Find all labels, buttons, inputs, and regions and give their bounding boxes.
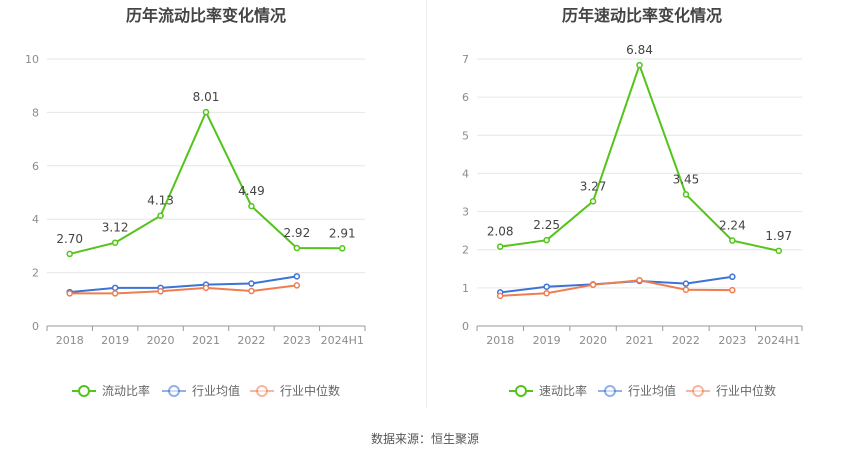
data-label: 4.49 bbox=[238, 184, 265, 198]
data-point bbox=[543, 289, 550, 297]
data-label: 2.25 bbox=[533, 218, 560, 232]
legend-label: 行业中位数 bbox=[716, 383, 776, 398]
data-source-note: 数据来源：恒生聚源 bbox=[370, 432, 479, 446]
data-point bbox=[636, 61, 643, 69]
series-line bbox=[69, 284, 297, 295]
data-point bbox=[636, 276, 643, 284]
data-point bbox=[339, 245, 346, 252]
x-tick-label: 2022 bbox=[672, 334, 700, 347]
data-point bbox=[293, 244, 301, 252]
x-tick-label: 2019 bbox=[533, 334, 561, 347]
data-point bbox=[682, 286, 690, 294]
y-tick-label: 0 bbox=[462, 320, 469, 333]
series-line bbox=[69, 275, 298, 294]
data-label: 6.84 bbox=[626, 43, 653, 57]
y-tick-label: 10 bbox=[25, 53, 39, 66]
data-label: 2.92 bbox=[283, 226, 310, 240]
legend-label: 行业均值 bbox=[192, 383, 240, 398]
data-point bbox=[66, 250, 73, 258]
data-point bbox=[111, 239, 119, 246]
legend-label: 流动比率 bbox=[102, 383, 150, 398]
legend-label: 速动比率 bbox=[539, 383, 587, 398]
data-point bbox=[202, 284, 210, 292]
data-point bbox=[543, 236, 550, 244]
y-tick-label: 3 bbox=[462, 206, 469, 219]
data-label: 2.08 bbox=[487, 225, 514, 239]
data-label: 3.12 bbox=[102, 221, 129, 235]
data-point bbox=[111, 290, 119, 297]
data-point bbox=[202, 108, 210, 116]
data-point bbox=[729, 273, 736, 281]
series-line bbox=[500, 279, 733, 297]
x-tick-label: 2018 bbox=[56, 334, 84, 347]
data-point bbox=[248, 202, 255, 210]
data-point bbox=[729, 237, 736, 244]
data-point bbox=[248, 280, 255, 287]
legend-label: 行业中位数 bbox=[280, 383, 340, 398]
data-label: 2.91 bbox=[329, 226, 356, 240]
x-tick-label: 2023 bbox=[718, 334, 746, 347]
x-tick-label: 2021 bbox=[626, 334, 654, 347]
y-tick-label: 7 bbox=[462, 53, 469, 66]
x-tick-label: 2020 bbox=[147, 334, 175, 347]
y-tick-label: 4 bbox=[462, 167, 469, 180]
legend-marker-symbol bbox=[78, 385, 90, 397]
x-tick-label: 2019 bbox=[101, 334, 129, 347]
data-label: 3.45 bbox=[673, 172, 700, 186]
legend-label: 行业均值 bbox=[628, 383, 676, 398]
x-tick-label: 2024H1 bbox=[321, 334, 364, 347]
data-point bbox=[496, 243, 504, 250]
data-point bbox=[293, 273, 301, 280]
data-label: 2.24 bbox=[719, 219, 746, 233]
data-point bbox=[66, 290, 73, 297]
data-label: 1.97 bbox=[765, 229, 792, 243]
data-point bbox=[589, 281, 597, 289]
y-tick-label: 8 bbox=[32, 106, 39, 119]
legend-marker-symbol bbox=[692, 385, 704, 397]
data-label: 4.13 bbox=[147, 194, 174, 208]
x-tick-label: 2022 bbox=[237, 334, 265, 347]
y-tick-label: 5 bbox=[462, 129, 469, 142]
data-point bbox=[682, 280, 690, 287]
legend-marker-symbol bbox=[604, 385, 616, 397]
chart-title-quick-ratio: 历年速动比率变化情况 bbox=[561, 6, 722, 25]
x-tick-label: 2024H1 bbox=[757, 334, 800, 347]
data-point bbox=[543, 283, 550, 290]
panel-divider bbox=[426, 0, 427, 408]
x-tick-label: 2023 bbox=[283, 334, 311, 347]
data-point bbox=[293, 282, 301, 289]
x-tick-label: 2020 bbox=[579, 334, 607, 347]
data-point bbox=[775, 247, 783, 255]
data-point bbox=[589, 198, 597, 205]
data-point bbox=[157, 288, 164, 295]
x-tick-label: 2021 bbox=[192, 334, 220, 347]
data-point bbox=[682, 191, 690, 198]
data-label: 2.70 bbox=[56, 232, 83, 246]
legend-marker-symbol bbox=[515, 385, 527, 397]
legend-marker-symbol bbox=[168, 385, 180, 397]
x-tick-label: 2018 bbox=[486, 334, 514, 347]
y-tick-label: 0 bbox=[32, 320, 39, 333]
y-tick-label: 6 bbox=[462, 91, 469, 104]
legend-marker-symbol bbox=[256, 385, 268, 397]
y-tick-label: 2 bbox=[32, 267, 39, 280]
y-tick-label: 1 bbox=[462, 282, 469, 295]
data-label: 8.01 bbox=[193, 90, 220, 104]
data-point bbox=[248, 287, 255, 295]
y-tick-label: 4 bbox=[32, 213, 39, 226]
data-point bbox=[496, 292, 504, 300]
data-label: 3.27 bbox=[580, 179, 607, 193]
data-point bbox=[111, 284, 119, 292]
y-tick-label: 6 bbox=[32, 160, 39, 173]
chart-title-current-ratio: 历年流动比率变化情况 bbox=[125, 6, 286, 25]
y-tick-label: 2 bbox=[462, 244, 469, 257]
data-point bbox=[157, 212, 164, 219]
data-point bbox=[729, 286, 736, 294]
